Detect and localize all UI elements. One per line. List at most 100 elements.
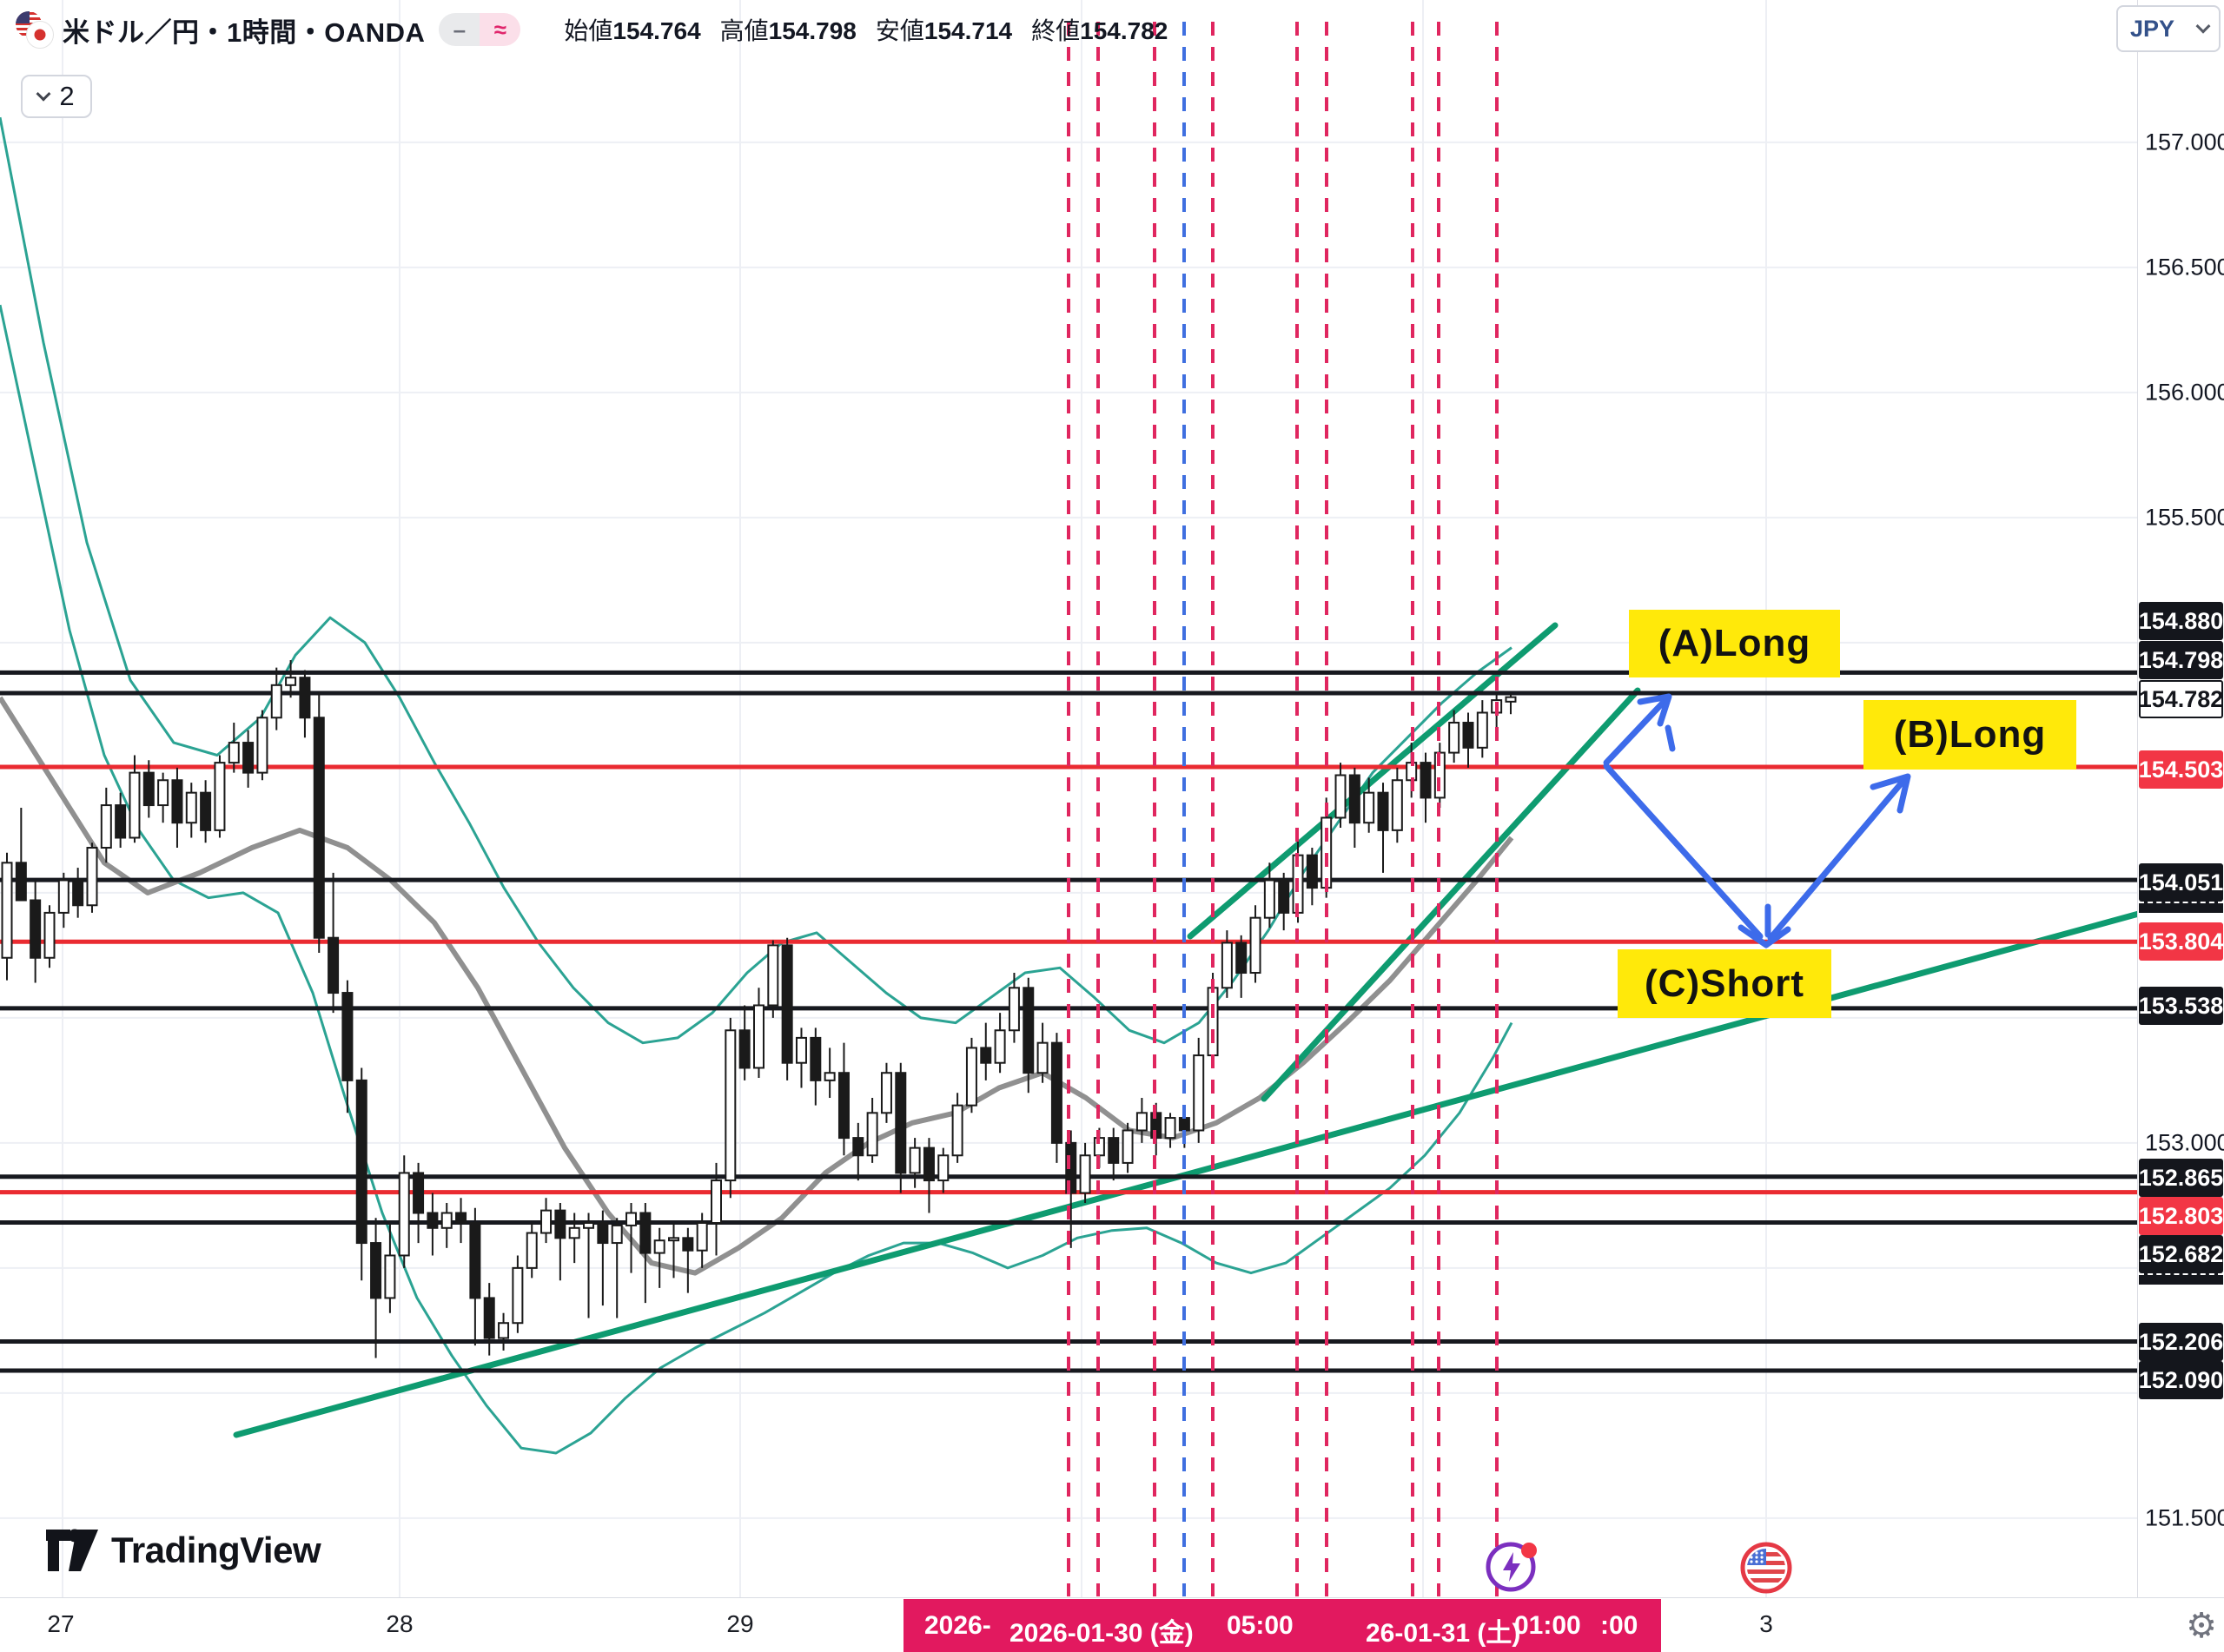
- low-value: 154.714: [923, 17, 1013, 44]
- bollinger-bands: [0, 116, 1514, 1455]
- candle-82: [1164, 1117, 1176, 1140]
- currency-dropdown[interactable]: JPY: [2116, 5, 2221, 52]
- candle-9: [129, 771, 141, 839]
- usdjpy-pair-flag-icon: [16, 11, 54, 49]
- chart-status-pills: – ≈: [439, 13, 521, 46]
- candle-73: [1036, 1041, 1049, 1074]
- date-range-segment: 26-01-31 (土): [1366, 1619, 1521, 1648]
- chevron-down-icon: [36, 86, 51, 102]
- time-label-29: 29: [726, 1610, 754, 1637]
- candle-40: [568, 1226, 580, 1239]
- us-flag-icon[interactable]: [1740, 1542, 1792, 1594]
- candle-106: [1505, 696, 1517, 703]
- annotation-a-long: (A)Long: [1629, 610, 1840, 677]
- price-tick-155.500: 155.500: [2145, 504, 2224, 531]
- candle-98: [1391, 779, 1403, 831]
- candle-2: [30, 899, 42, 959]
- candle-38: [540, 1209, 553, 1234]
- high-label: 高値: [719, 17, 769, 44]
- candle-23: [328, 936, 340, 995]
- candle-61: [866, 1112, 878, 1157]
- candle-67: [951, 1104, 963, 1157]
- price-label-154.782: 154.782: [2139, 680, 2223, 718]
- price-label-154.051: 154.051: [2139, 863, 2223, 902]
- symbol-title[interactable]: 米ドル／円・1時間・OANDA: [63, 17, 426, 48]
- candle-87: [1235, 942, 1248, 975]
- candle-4: [57, 879, 70, 914]
- arrow-a-stub: [1665, 724, 1676, 752]
- candle-47: [668, 1237, 680, 1242]
- candle-72: [1023, 987, 1035, 1074]
- candle-16: [228, 742, 240, 764]
- candle-45: [639, 1212, 652, 1254]
- candle-55: [781, 944, 793, 1064]
- candle-48: [682, 1237, 694, 1252]
- approx-icon[interactable]: ≈: [480, 13, 521, 46]
- candle-39: [554, 1209, 566, 1239]
- bollinger-basis-line: [0, 696, 1514, 1276]
- candle-32: [455, 1212, 467, 1225]
- candle-59: [837, 1072, 850, 1140]
- candle-42: [597, 1222, 609, 1245]
- tradingview-logo-text: TradingView: [111, 1530, 321, 1570]
- candle-60: [852, 1137, 864, 1157]
- date-range-highlight: 2026- 2026-01-30 (金) 05:00 26-01-31 (土) 01:0…: [904, 1599, 1661, 1652]
- indicators-collapse-button[interactable]: 2: [21, 75, 92, 118]
- price-tick-156.500: 156.500: [2145, 254, 2224, 281]
- candle-11: [157, 779, 169, 807]
- candle-97: [1377, 791, 1389, 831]
- candle-83: [1178, 1117, 1190, 1132]
- price-label-153.804: 153.804: [2139, 922, 2223, 961]
- arrow-c-shaft: [1603, 763, 1764, 940]
- hidden-price-label: [2139, 1273, 2223, 1285]
- price-label-153.538: 153.538: [2139, 987, 2223, 1025]
- candle-68: [965, 1047, 977, 1107]
- candle-80: [1135, 1112, 1148, 1132]
- candle-7: [100, 804, 112, 849]
- close-value: 154.782: [1080, 17, 1168, 44]
- candle-44: [626, 1212, 638, 1226]
- candle-10: [142, 771, 155, 807]
- tradingview-logo[interactable]: TradingView: [45, 1529, 321, 1572]
- annotation-c-short: (C)Short: [1618, 949, 1831, 1018]
- candle-5: [72, 879, 84, 907]
- lightning-alert-icon[interactable]: [1484, 1538, 1541, 1596]
- minus-icon[interactable]: –: [439, 13, 480, 46]
- candle-71: [1008, 987, 1020, 1032]
- hidden-indicator-count: 2: [59, 81, 75, 111]
- candle-58: [824, 1072, 836, 1081]
- candle-103: [1462, 722, 1474, 749]
- open-label: 始値: [564, 17, 613, 44]
- price-label-154.798: 154.798: [2139, 641, 2223, 679]
- candle-79: [1122, 1129, 1134, 1164]
- time-label-3: 3: [1759, 1610, 1773, 1637]
- arrow-a-shaft: [1603, 697, 1669, 766]
- candle-78: [1108, 1137, 1120, 1164]
- candle-69: [980, 1047, 992, 1064]
- date-range-segment: 2026-01-30 (金): [1009, 1619, 1194, 1648]
- candle-100: [1420, 762, 1432, 799]
- time-axis[interactable]: 2026- 2026-01-30 (金) 05:00 26-01-31 (土) 01:0…: [0, 1597, 2224, 1652]
- price-axis[interactable]: 157.000 156.500 156.000 155.500 153.000 151.5…: [2137, 0, 2224, 1597]
- time-label-28: 28: [386, 1610, 414, 1637]
- candle-26: [370, 1242, 382, 1299]
- candle-70: [994, 1029, 1006, 1064]
- candle-95: [1348, 774, 1360, 824]
- ohlc-readout: 始値154.764 高値154.798 安値154.714 終値154.782: [564, 12, 1187, 47]
- candle-13: [185, 791, 197, 824]
- candle-74: [1050, 1041, 1062, 1144]
- price-label-152.090: 152.090: [2139, 1361, 2223, 1399]
- price-tick-157.000: 157.000: [2145, 129, 2224, 155]
- candle-90: [1278, 879, 1290, 914]
- candle-63: [895, 1072, 907, 1174]
- price-label-152.206: 152.206: [2139, 1323, 2223, 1361]
- price-label-152.682: 152.682: [2139, 1235, 2223, 1273]
- candle-37: [526, 1232, 538, 1269]
- candle-65: [923, 1146, 935, 1182]
- candle-3: [43, 911, 56, 959]
- candle-43: [611, 1224, 623, 1245]
- gear-icon[interactable]: ⚙: [2186, 1607, 2217, 1645]
- candle-24: [341, 992, 354, 1081]
- candle-41: [583, 1222, 595, 1229]
